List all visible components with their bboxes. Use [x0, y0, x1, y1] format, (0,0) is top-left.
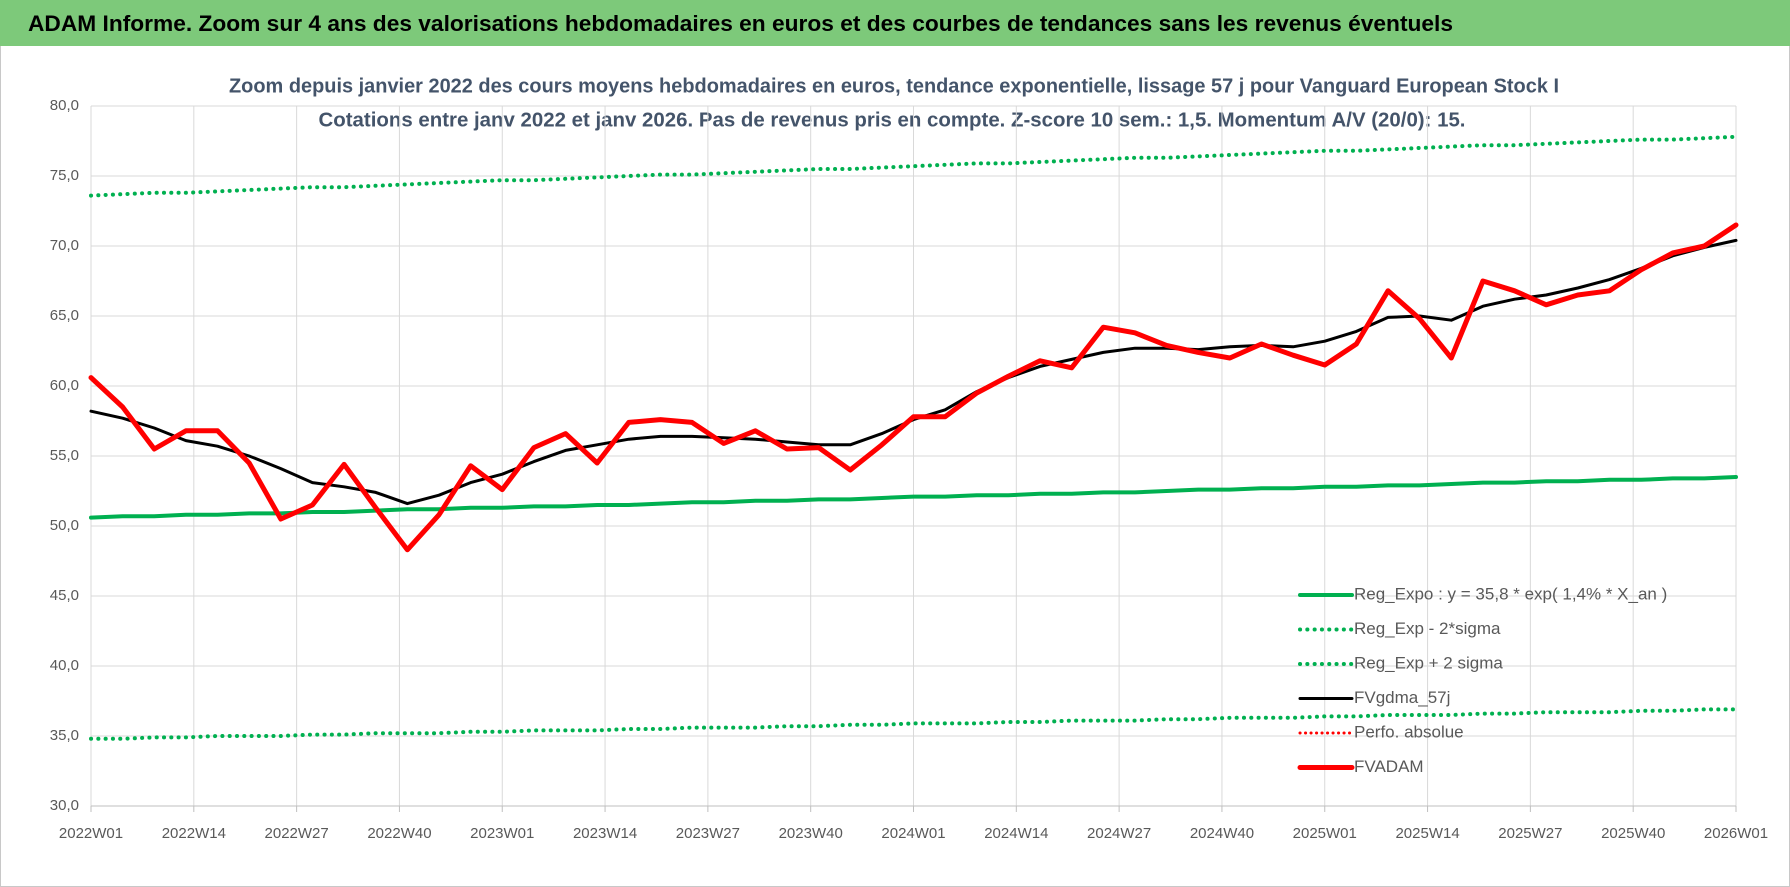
chart-subtitle: Cotations entre janv 2022 et janv 2026. … [319, 109, 1466, 131]
x-tick-label: 2025W27 [1498, 825, 1562, 842]
x-tick-label: 2026W01 [1704, 825, 1768, 842]
y-tick-label: 80,0 [50, 97, 79, 114]
y-tick-label: 35,0 [50, 727, 79, 744]
x-tick-label: 2023W14 [573, 825, 637, 842]
legend-label: FVgdma_57j [1354, 688, 1450, 707]
y-tick-label: 45,0 [50, 587, 79, 604]
x-tick-label: 2022W01 [59, 825, 123, 842]
legend-label: Reg_Exp + 2 sigma [1354, 653, 1503, 672]
y-tick-label: 65,0 [50, 307, 79, 324]
legend-label: FVADAM [1354, 757, 1424, 776]
x-tick-label: 2025W40 [1601, 825, 1665, 842]
x-tick-label: 2024W01 [881, 825, 945, 842]
y-tick-label: 70,0 [50, 237, 79, 254]
chart-title: Zoom depuis janvier 2022 des cours moyen… [229, 75, 1559, 97]
y-tick-label: 55,0 [50, 447, 79, 464]
legend-label: Perfo. absolue [1354, 722, 1464, 741]
series-line [88, 222, 1739, 553]
x-tick-label: 2024W27 [1087, 825, 1151, 842]
y-tick-label: 30,0 [50, 797, 79, 814]
x-tick-label: 2025W14 [1395, 825, 1459, 842]
legend-label: Reg_Expo : y = 35,8 * exp( 1,4% * X_an ) [1354, 584, 1667, 603]
series-line [89, 134, 1738, 198]
series-line [89, 707, 1738, 741]
header-title: ADAM Informe. Zoom sur 4 ans des valoris… [28, 11, 1453, 36]
y-tick-label: 50,0 [50, 517, 79, 534]
legend-label: Reg_Exp - 2*sigma [1354, 619, 1501, 638]
x-tick-label: 2024W14 [984, 825, 1048, 842]
x-tick-label: 2023W01 [470, 825, 534, 842]
y-tick-label: 40,0 [50, 657, 79, 674]
y-tick-label: 60,0 [50, 377, 79, 394]
series-line [89, 475, 1738, 520]
x-tick-label: 2023W40 [779, 825, 843, 842]
x-tick-label: 2025W01 [1293, 825, 1357, 842]
y-tick-label: 75,0 [50, 167, 79, 184]
x-tick-label: 2022W14 [162, 825, 226, 842]
x-tick-label: 2022W27 [265, 825, 329, 842]
x-tick-label: 2022W40 [367, 825, 431, 842]
header-bar [0, 0, 1790, 46]
x-tick-label: 2024W40 [1190, 825, 1254, 842]
x-tick-label: 2023W27 [676, 825, 740, 842]
